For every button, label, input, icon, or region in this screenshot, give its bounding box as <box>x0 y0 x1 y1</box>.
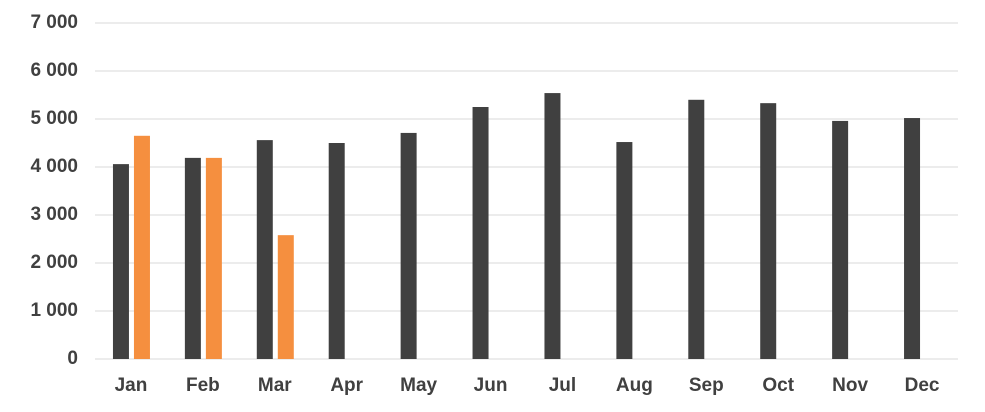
y-tick-label: 3 000 <box>30 204 78 225</box>
bar <box>904 118 921 359</box>
bar <box>688 99 705 360</box>
bar <box>760 103 777 359</box>
x-tick-label: Nov <box>832 375 868 396</box>
y-tick-label: 7 000 <box>30 12 78 33</box>
bar <box>205 157 222 359</box>
y-tick-label: 5 000 <box>30 108 78 129</box>
bar <box>472 107 489 359</box>
y-tick-label: 6 000 <box>30 60 78 81</box>
bar <box>184 157 201 359</box>
y-tick-label: 2 000 <box>30 252 78 273</box>
x-tick-label: Jan <box>115 375 148 396</box>
x-tick-label: Jun <box>474 375 508 396</box>
x-tick-label: Aug <box>616 375 653 396</box>
bar <box>256 140 273 359</box>
x-tick-label: Dec <box>905 375 940 396</box>
bar <box>544 93 561 359</box>
bar <box>616 142 633 359</box>
x-tick-label: Oct <box>762 375 794 396</box>
bar <box>328 143 345 359</box>
x-tick-label: May <box>400 375 437 396</box>
bar <box>277 235 294 359</box>
x-tick-label: Jul <box>549 375 576 396</box>
bar <box>112 164 129 359</box>
x-tick-label: Apr <box>330 375 363 396</box>
y-tick-label: 1 000 <box>30 300 78 321</box>
bar <box>400 132 417 359</box>
y-tick-label: 4 000 <box>30 156 78 177</box>
x-tick-label: Feb <box>186 375 220 396</box>
x-tick-label: Mar <box>258 375 292 396</box>
bar <box>133 135 150 359</box>
bar <box>832 120 849 359</box>
y-tick-label: 0 <box>67 348 78 369</box>
x-tick-label: Sep <box>689 375 724 396</box>
